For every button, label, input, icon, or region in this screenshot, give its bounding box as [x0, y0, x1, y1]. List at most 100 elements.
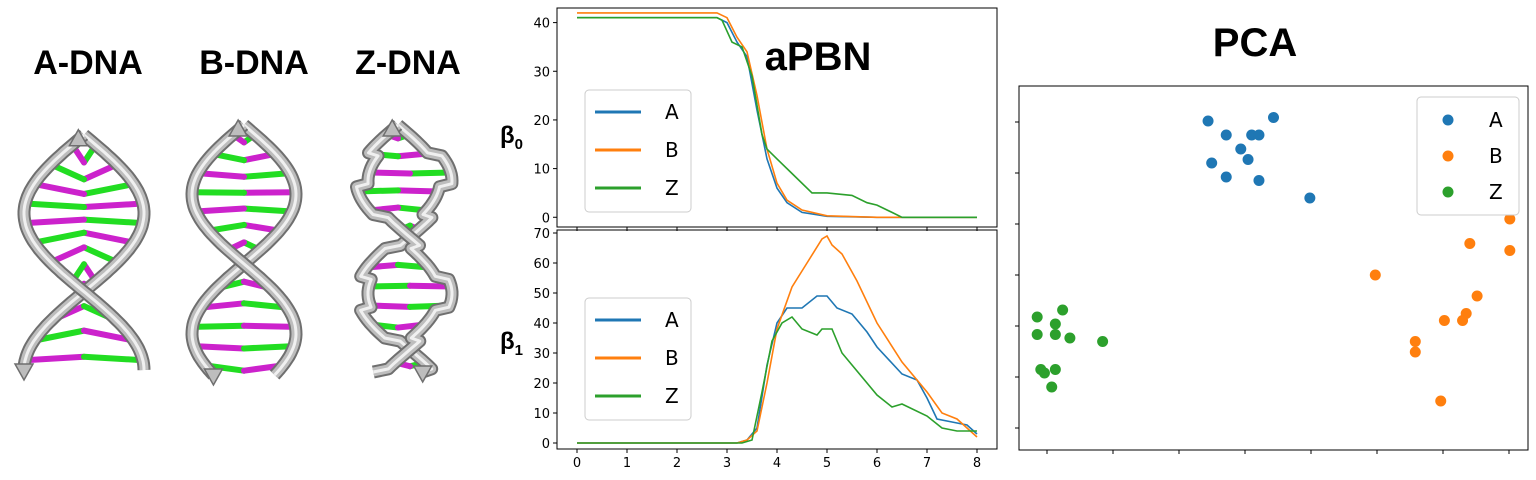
base-rung [191, 343, 247, 352]
legend-label-B: B [665, 346, 679, 370]
scatter-point-A [1220, 129, 1232, 141]
legend-marker-B [1442, 150, 1454, 162]
x-tick-label: 8 [973, 456, 981, 471]
base-rung [81, 229, 137, 246]
z-dna-illustration [350, 118, 459, 384]
strand-arrowhead [203, 368, 224, 387]
x-tick-label: 0 [573, 456, 581, 471]
pca-panel: PCA [1018, 21, 1529, 451]
legend-label-B: B [1489, 144, 1503, 168]
legend-label-Z: Z [665, 384, 679, 408]
scatter-point-A [1202, 115, 1214, 127]
y-tick-label: 60 [533, 257, 550, 272]
scatter-point-A [1235, 143, 1247, 155]
base-rung [407, 169, 454, 177]
x-tick-label: 3 [723, 456, 731, 471]
aPBN-title: aPBN [765, 35, 872, 79]
scatter-point-Z [1046, 381, 1058, 393]
base-rung [241, 343, 297, 352]
series-line-B [577, 234, 978, 444]
legend: ABZ [584, 89, 692, 213]
base-rung [31, 180, 87, 197]
scatter-point-Z [1049, 364, 1061, 375]
x-tick-label: 2 [673, 456, 681, 471]
backbone-highlight [190, 123, 298, 377]
scatter-point-Z [1035, 364, 1047, 375]
x-tick-label: 4 [773, 456, 781, 471]
b-dna-illustration [185, 118, 303, 387]
panel1-marks: 0 10 20 30 40 50 60 70 0 1 2 3 4 5 6 7 8 ABZ [533, 227, 981, 471]
scatter-point-B [1409, 346, 1421, 358]
base-rung [189, 322, 247, 330]
strand-arrowhead [13, 363, 35, 382]
base-rung [31, 229, 87, 246]
y-tick-label: 20 [533, 114, 550, 129]
base-rung [194, 170, 247, 180]
legend-label-A: A [665, 100, 679, 124]
pca-marks: ABZ [1015, 96, 1520, 454]
legend-box [1416, 96, 1520, 216]
scatter-point-A [1268, 112, 1279, 123]
legend-label-A: A [665, 308, 679, 332]
scatter-point-Z [1049, 318, 1061, 330]
y-tick-label: 30 [533, 347, 550, 362]
legend-label-A: A [1489, 108, 1503, 132]
backbone-highlight [355, 123, 454, 374]
strand-arrowhead [68, 128, 89, 147]
scatter-point-B [1464, 238, 1476, 249]
base-rung [81, 353, 146, 364]
x-tick-label: 1 [623, 456, 631, 471]
scatter-point-B [1435, 395, 1447, 407]
b-dna-title: B-DNA [199, 44, 309, 82]
series-line-A [577, 295, 978, 444]
a-dna-illustration [13, 128, 151, 382]
beta0-panel: aPBN β0 [500, 7, 998, 228]
base-rung [365, 282, 413, 290]
base-rung [22, 200, 87, 211]
beta0-axis-label: β0 [500, 122, 523, 153]
beta1-panel: β1 [500, 229, 998, 450]
y-tick-label: 0 [542, 211, 550, 226]
y-tick-label: 30 [533, 65, 550, 80]
base-rung [241, 322, 299, 330]
legend-label-Z: Z [1489, 180, 1503, 204]
legend-marker-Z [1442, 186, 1454, 198]
legend-label-B: B [665, 138, 679, 162]
y-tick-label: 10 [533, 407, 550, 422]
scatter-point-A [1242, 154, 1254, 165]
strand-arrowhead [412, 365, 433, 384]
legend: ABZ [584, 297, 692, 421]
scatter-point-B [1409, 336, 1421, 347]
scatter-point-B [1369, 269, 1381, 281]
scatter-point-Z [1097, 336, 1109, 347]
scatter-point-Z [1057, 304, 1069, 316]
scatter-point-B [1457, 315, 1469, 326]
backbone-highlight [190, 123, 298, 377]
strand-arrowhead [227, 118, 249, 137]
backbone-highlight [22, 133, 146, 371]
base-rung [22, 216, 87, 227]
scatter-point-B [1504, 245, 1516, 256]
scatter-point-A [1304, 192, 1316, 204]
pca-legend: ABZ [1416, 96, 1520, 216]
base-rung [241, 170, 294, 180]
backbone-highlight [22, 133, 146, 371]
scatter-point-Z [1031, 329, 1043, 340]
series-line-Z [577, 16, 977, 219]
pca-axes-frame [1018, 85, 1529, 451]
panel0-marks: 0 10 20 30 40 ABZ [533, 12, 978, 231]
base-rung [81, 200, 146, 211]
x-tick-label: 5 [823, 456, 831, 471]
backbone-highlight [359, 123, 454, 374]
y-tick-label: 50 [533, 287, 550, 302]
scatter-point-A [1253, 175, 1265, 186]
base-rung [241, 205, 296, 215]
z-dna-title: Z-DNA [355, 44, 461, 82]
y-tick-label: 10 [533, 163, 550, 178]
scatter-point-A [1206, 157, 1218, 169]
scatter-point-B [1438, 315, 1450, 326]
y-tick-label: 40 [533, 317, 550, 332]
a-dna-title: A-DNA [33, 44, 143, 82]
x-tick-label: 7 [923, 456, 931, 471]
